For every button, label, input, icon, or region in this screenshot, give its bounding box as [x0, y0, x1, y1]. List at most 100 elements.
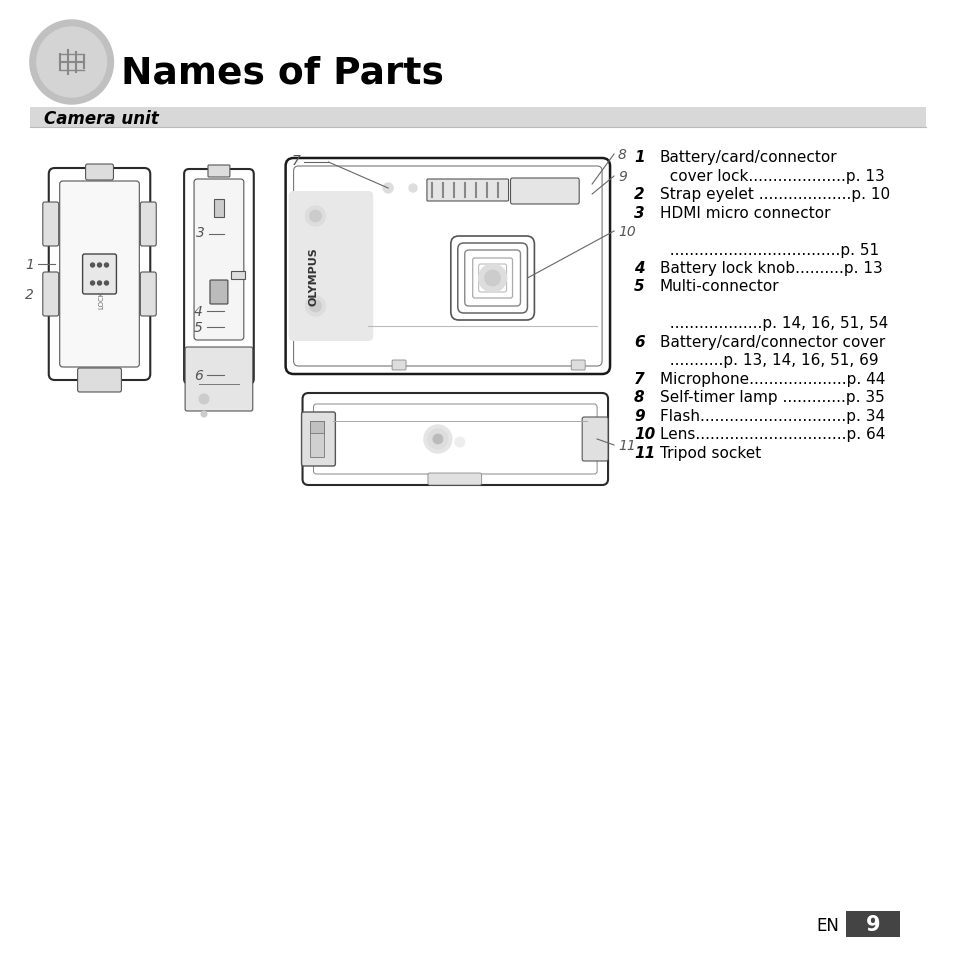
Circle shape [91, 282, 94, 286]
Circle shape [305, 296, 325, 316]
Circle shape [309, 301, 321, 313]
Bar [845, 911, 899, 937]
Circle shape [97, 264, 101, 268]
FancyBboxPatch shape [285, 159, 609, 375]
FancyBboxPatch shape [210, 281, 228, 305]
Text: 6: 6 [633, 335, 644, 350]
Bar [310, 421, 324, 434]
Text: 7: 7 [633, 372, 644, 387]
Text: 6: 6 [194, 369, 203, 382]
FancyBboxPatch shape [473, 258, 512, 298]
FancyBboxPatch shape [60, 182, 139, 368]
Text: 1: 1 [633, 150, 644, 165]
Text: 7: 7 [292, 153, 300, 168]
Bar [213, 200, 224, 218]
Circle shape [428, 430, 447, 450]
FancyBboxPatch shape [185, 348, 253, 412]
Circle shape [30, 21, 113, 105]
Text: HDMI micro connector: HDMI micro connector [659, 205, 829, 220]
Circle shape [409, 185, 416, 193]
FancyBboxPatch shape [289, 192, 373, 341]
FancyBboxPatch shape [392, 360, 406, 371]
Circle shape [309, 211, 321, 223]
Text: Battery lock knob..........p. 13: Battery lock knob..........p. 13 [659, 261, 882, 275]
Text: cover lock....................p. 13: cover lock....................p. 13 [659, 169, 883, 183]
Text: 4: 4 [194, 305, 203, 318]
Text: 11: 11 [633, 446, 655, 460]
Text: ...................p. 14, 16, 51, 54: ...................p. 14, 16, 51, 54 [659, 316, 887, 331]
Circle shape [91, 264, 94, 268]
FancyBboxPatch shape [193, 180, 244, 340]
Text: 10: 10 [633, 427, 655, 442]
Circle shape [484, 271, 500, 287]
FancyBboxPatch shape [49, 169, 151, 380]
FancyBboxPatch shape [428, 474, 481, 485]
Text: Multi-connector: Multi-connector [659, 279, 779, 294]
FancyBboxPatch shape [43, 203, 59, 247]
FancyBboxPatch shape [571, 360, 584, 371]
Text: 3: 3 [633, 205, 644, 220]
Text: Tripod socket: Tripod socket [659, 446, 760, 460]
Circle shape [383, 184, 393, 193]
Circle shape [199, 395, 209, 405]
Text: 10: 10 [618, 225, 635, 239]
FancyBboxPatch shape [510, 179, 578, 205]
FancyBboxPatch shape [140, 273, 156, 316]
Bar [30, 108, 924, 128]
Bar [231, 272, 245, 280]
Circle shape [105, 264, 109, 268]
Text: 9: 9 [618, 170, 626, 184]
FancyBboxPatch shape [208, 166, 230, 178]
Circle shape [455, 437, 464, 448]
Text: Camera unit: Camera unit [44, 110, 158, 128]
FancyBboxPatch shape [83, 254, 116, 294]
Text: EN: EN [815, 916, 838, 934]
FancyBboxPatch shape [302, 394, 607, 485]
Text: LOCK: LOCK [98, 291, 105, 309]
FancyBboxPatch shape [464, 251, 520, 307]
FancyBboxPatch shape [478, 265, 506, 293]
Text: Battery/card/connector cover: Battery/card/connector cover [659, 335, 884, 350]
Text: 3: 3 [196, 226, 205, 240]
Text: Self-timer lamp .............p. 35: Self-timer lamp .............p. 35 [659, 390, 883, 405]
Text: 11: 11 [618, 438, 635, 453]
Text: 2: 2 [633, 187, 644, 202]
Text: Flash..............................p. 34: Flash..............................p. 34 [659, 409, 884, 423]
Circle shape [97, 282, 101, 286]
FancyBboxPatch shape [77, 369, 121, 393]
Bar [310, 421, 324, 457]
Text: ...................................p. 51: ...................................p. 51 [659, 242, 878, 257]
FancyBboxPatch shape [86, 165, 113, 181]
Text: 8: 8 [618, 148, 626, 162]
Circle shape [433, 435, 442, 444]
Text: OLYMPUS: OLYMPUS [308, 248, 318, 306]
FancyBboxPatch shape [457, 244, 527, 314]
FancyBboxPatch shape [581, 417, 607, 461]
Circle shape [37, 28, 107, 98]
Text: Lens...............................p. 64: Lens...............................p. 64 [659, 427, 884, 442]
Text: ...........p. 13, 14, 16, 51, 69: ...........p. 13, 14, 16, 51, 69 [659, 354, 878, 368]
FancyBboxPatch shape [140, 203, 156, 247]
FancyBboxPatch shape [43, 273, 59, 316]
Text: 8: 8 [633, 390, 644, 405]
FancyBboxPatch shape [184, 170, 253, 385]
Text: 1: 1 [25, 257, 33, 272]
Circle shape [201, 412, 207, 417]
Text: 5: 5 [194, 320, 203, 335]
FancyBboxPatch shape [301, 413, 335, 467]
Text: 9: 9 [864, 914, 880, 934]
Text: Battery/card/connector: Battery/card/connector [659, 150, 837, 165]
Text: Names of Parts: Names of Parts [121, 55, 444, 91]
Circle shape [105, 282, 109, 286]
Text: Strap eyelet ...................p. 10: Strap eyelet ...................p. 10 [659, 187, 889, 202]
Text: Microphone....................p. 44: Microphone....................p. 44 [659, 372, 884, 387]
Circle shape [305, 207, 325, 227]
Text: 2: 2 [25, 288, 33, 302]
Text: 4: 4 [633, 261, 644, 275]
FancyBboxPatch shape [427, 180, 508, 202]
Circle shape [478, 265, 506, 293]
Text: 5: 5 [633, 279, 644, 294]
Circle shape [423, 426, 452, 454]
FancyBboxPatch shape [451, 236, 534, 320]
Text: 9: 9 [633, 409, 644, 423]
